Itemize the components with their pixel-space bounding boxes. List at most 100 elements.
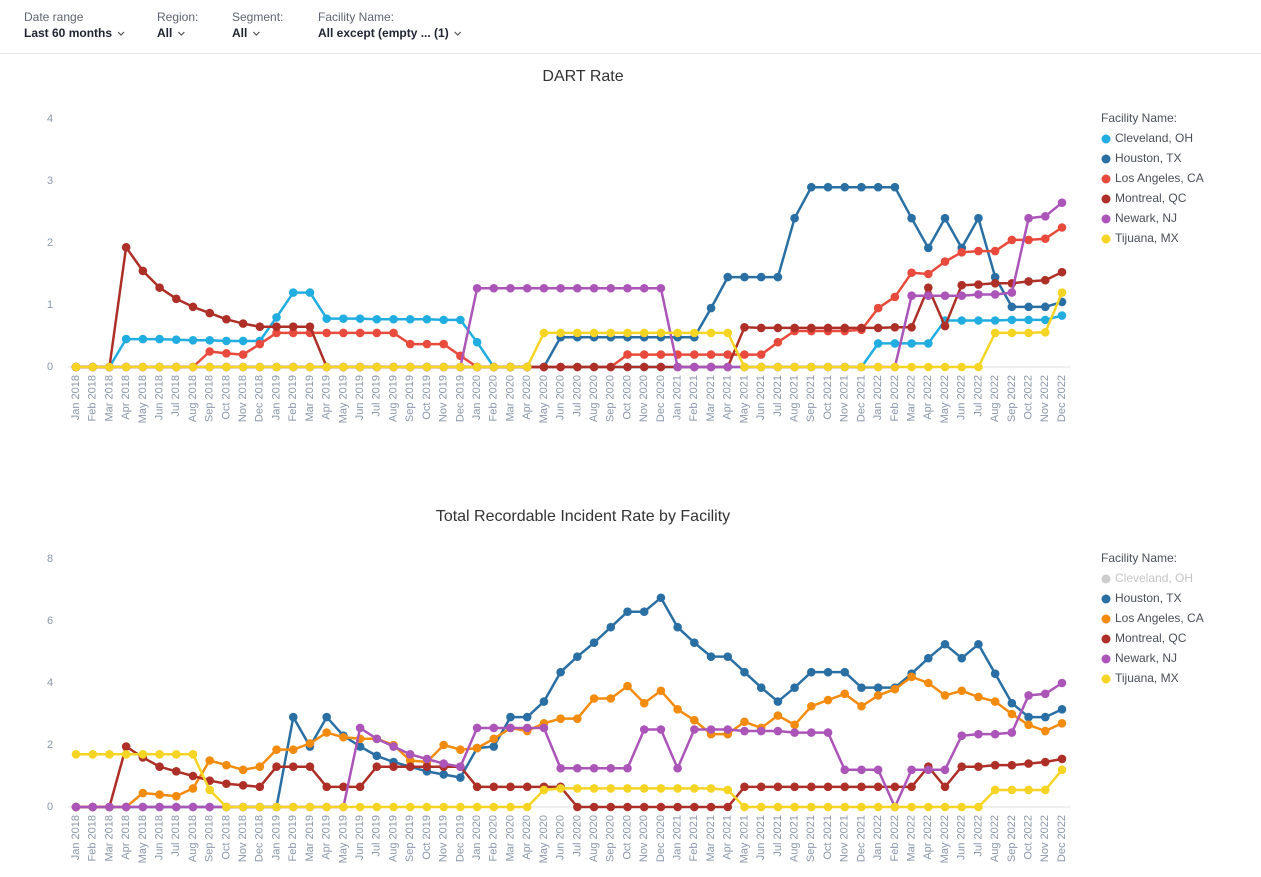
- x-tick-label: Jan 2019: [270, 815, 282, 860]
- data-point: [322, 328, 331, 338]
- chart-title: Total Recordable Incident Rate by Facili…: [436, 508, 730, 525]
- data-point: [1024, 691, 1033, 700]
- data-point: [1007, 302, 1017, 312]
- data-point: [940, 782, 950, 792]
- data-point: [272, 762, 281, 771]
- data-point: [573, 763, 582, 773]
- data-point: [890, 684, 900, 694]
- data-point: [823, 728, 833, 737]
- data-point: [957, 362, 967, 372]
- legend-swatch: [1101, 674, 1111, 684]
- x-tick-label: Apr 2018: [120, 375, 132, 420]
- data-point: [1057, 754, 1067, 764]
- x-tick-label: Jun 2019: [354, 375, 366, 420]
- data-point: [155, 762, 164, 771]
- data-point: [1057, 719, 1067, 728]
- data-point: [790, 802, 799, 812]
- data-point: [673, 802, 682, 812]
- data-point: [238, 336, 248, 346]
- data-point: [706, 802, 716, 812]
- legend-swatch: [1101, 214, 1111, 224]
- data-point: [673, 362, 682, 372]
- x-tick-label: May 2018: [137, 375, 149, 423]
- filter-value[interactable]: All except (empty ... (1): [318, 26, 449, 40]
- data-point: [1040, 302, 1050, 312]
- data-point: [1040, 689, 1050, 699]
- data-point: [807, 323, 816, 333]
- filter[interactable]: Facility Name: All except (empty ... (1): [318, 10, 462, 40]
- data-point: [439, 362, 448, 372]
- x-tick-label: Jun 2019: [354, 815, 366, 860]
- legend-item[interactable]: Montreal, QC: [1101, 631, 1187, 645]
- data-point: [656, 784, 666, 793]
- legend-item[interactable]: Houston, TX: [1101, 591, 1182, 605]
- x-tick-label: May 2018: [137, 815, 149, 863]
- data-point: [288, 802, 298, 812]
- data-point: [255, 762, 265, 771]
- legend-item[interactable]: Los Angeles, CA: [1101, 171, 1204, 185]
- x-tick-label: May 2020: [538, 375, 550, 423]
- data-point: [690, 638, 699, 647]
- legend-item[interactable]: Newark, NJ: [1101, 651, 1178, 665]
- data-point: [1024, 235, 1033, 245]
- data-point: [589, 362, 599, 372]
- legend-item[interactable]: Houston, TX: [1101, 151, 1182, 165]
- legend-item[interactable]: Los Angeles, CA: [1101, 611, 1204, 625]
- legend-swatch: [1101, 594, 1111, 604]
- data-point: [957, 291, 967, 301]
- data-point: [623, 802, 632, 812]
- data-point: [389, 742, 398, 751]
- x-tick-label: Jun 2020: [555, 815, 567, 860]
- legend-item[interactable]: Cleveland, OH: [1101, 131, 1194, 145]
- filter-value[interactable]: All: [157, 26, 172, 40]
- legend-item[interactable]: Montreal, QC: [1101, 191, 1187, 205]
- data-point: [272, 328, 281, 338]
- data-point: [522, 802, 532, 812]
- x-tick-label: Jun 2020: [555, 375, 567, 420]
- data-point: [873, 802, 883, 812]
- data-point: [322, 782, 331, 792]
- legend-item[interactable]: Cleveland, OH: [1101, 571, 1194, 585]
- filter-label: Facility Name:: [318, 10, 394, 24]
- data-point: [974, 802, 983, 812]
- y-tick-label: 4: [47, 113, 53, 125]
- data-point: [573, 802, 582, 812]
- data-point: [606, 362, 616, 372]
- legend-item[interactable]: Tijuana, MX: [1101, 231, 1179, 245]
- filter-value[interactable]: All: [232, 26, 247, 40]
- chevron: [117, 31, 125, 36]
- data-point: [639, 350, 649, 359]
- filter[interactable]: Date range Last 60 months: [24, 10, 125, 40]
- data-point: [506, 362, 515, 372]
- x-tick-label: Apr 2019: [321, 375, 333, 420]
- series-line: [76, 745, 1063, 809]
- legend-item[interactable]: Tijuana, MX: [1101, 671, 1179, 685]
- data-point: [957, 731, 967, 740]
- data-point: [1040, 327, 1050, 337]
- filter[interactable]: Region: All: [157, 10, 198, 40]
- data-point: [88, 362, 98, 372]
- x-tick-label: Feb 2020: [488, 375, 500, 421]
- x-tick-label: Sep 2022: [1006, 375, 1018, 422]
- data-point: [756, 272, 766, 282]
- data-point: [857, 765, 866, 775]
- x-tick-label: Jul 2020: [571, 815, 583, 857]
- data-point: [924, 291, 933, 301]
- data-point: [1007, 785, 1017, 795]
- filter-value[interactable]: Last 60 months: [24, 26, 112, 40]
- data-point: [305, 739, 315, 748]
- x-tick-label: Mar 2021: [705, 815, 717, 861]
- x-tick-label: Nov 2022: [1039, 815, 1051, 862]
- data-point: [990, 272, 1000, 282]
- data-point: [171, 362, 181, 372]
- x-tick-label: Aug 2020: [588, 815, 600, 862]
- data-point: [589, 283, 599, 293]
- data-point: [639, 802, 649, 812]
- data-point: [205, 336, 214, 345]
- y-tick-label: 1: [47, 299, 53, 311]
- legend-item[interactable]: Newark, NJ: [1101, 211, 1178, 225]
- filter[interactable]: Segment: All: [232, 10, 283, 40]
- legend-swatch: [1101, 194, 1111, 204]
- data-point: [355, 362, 365, 372]
- data-point: [171, 335, 181, 345]
